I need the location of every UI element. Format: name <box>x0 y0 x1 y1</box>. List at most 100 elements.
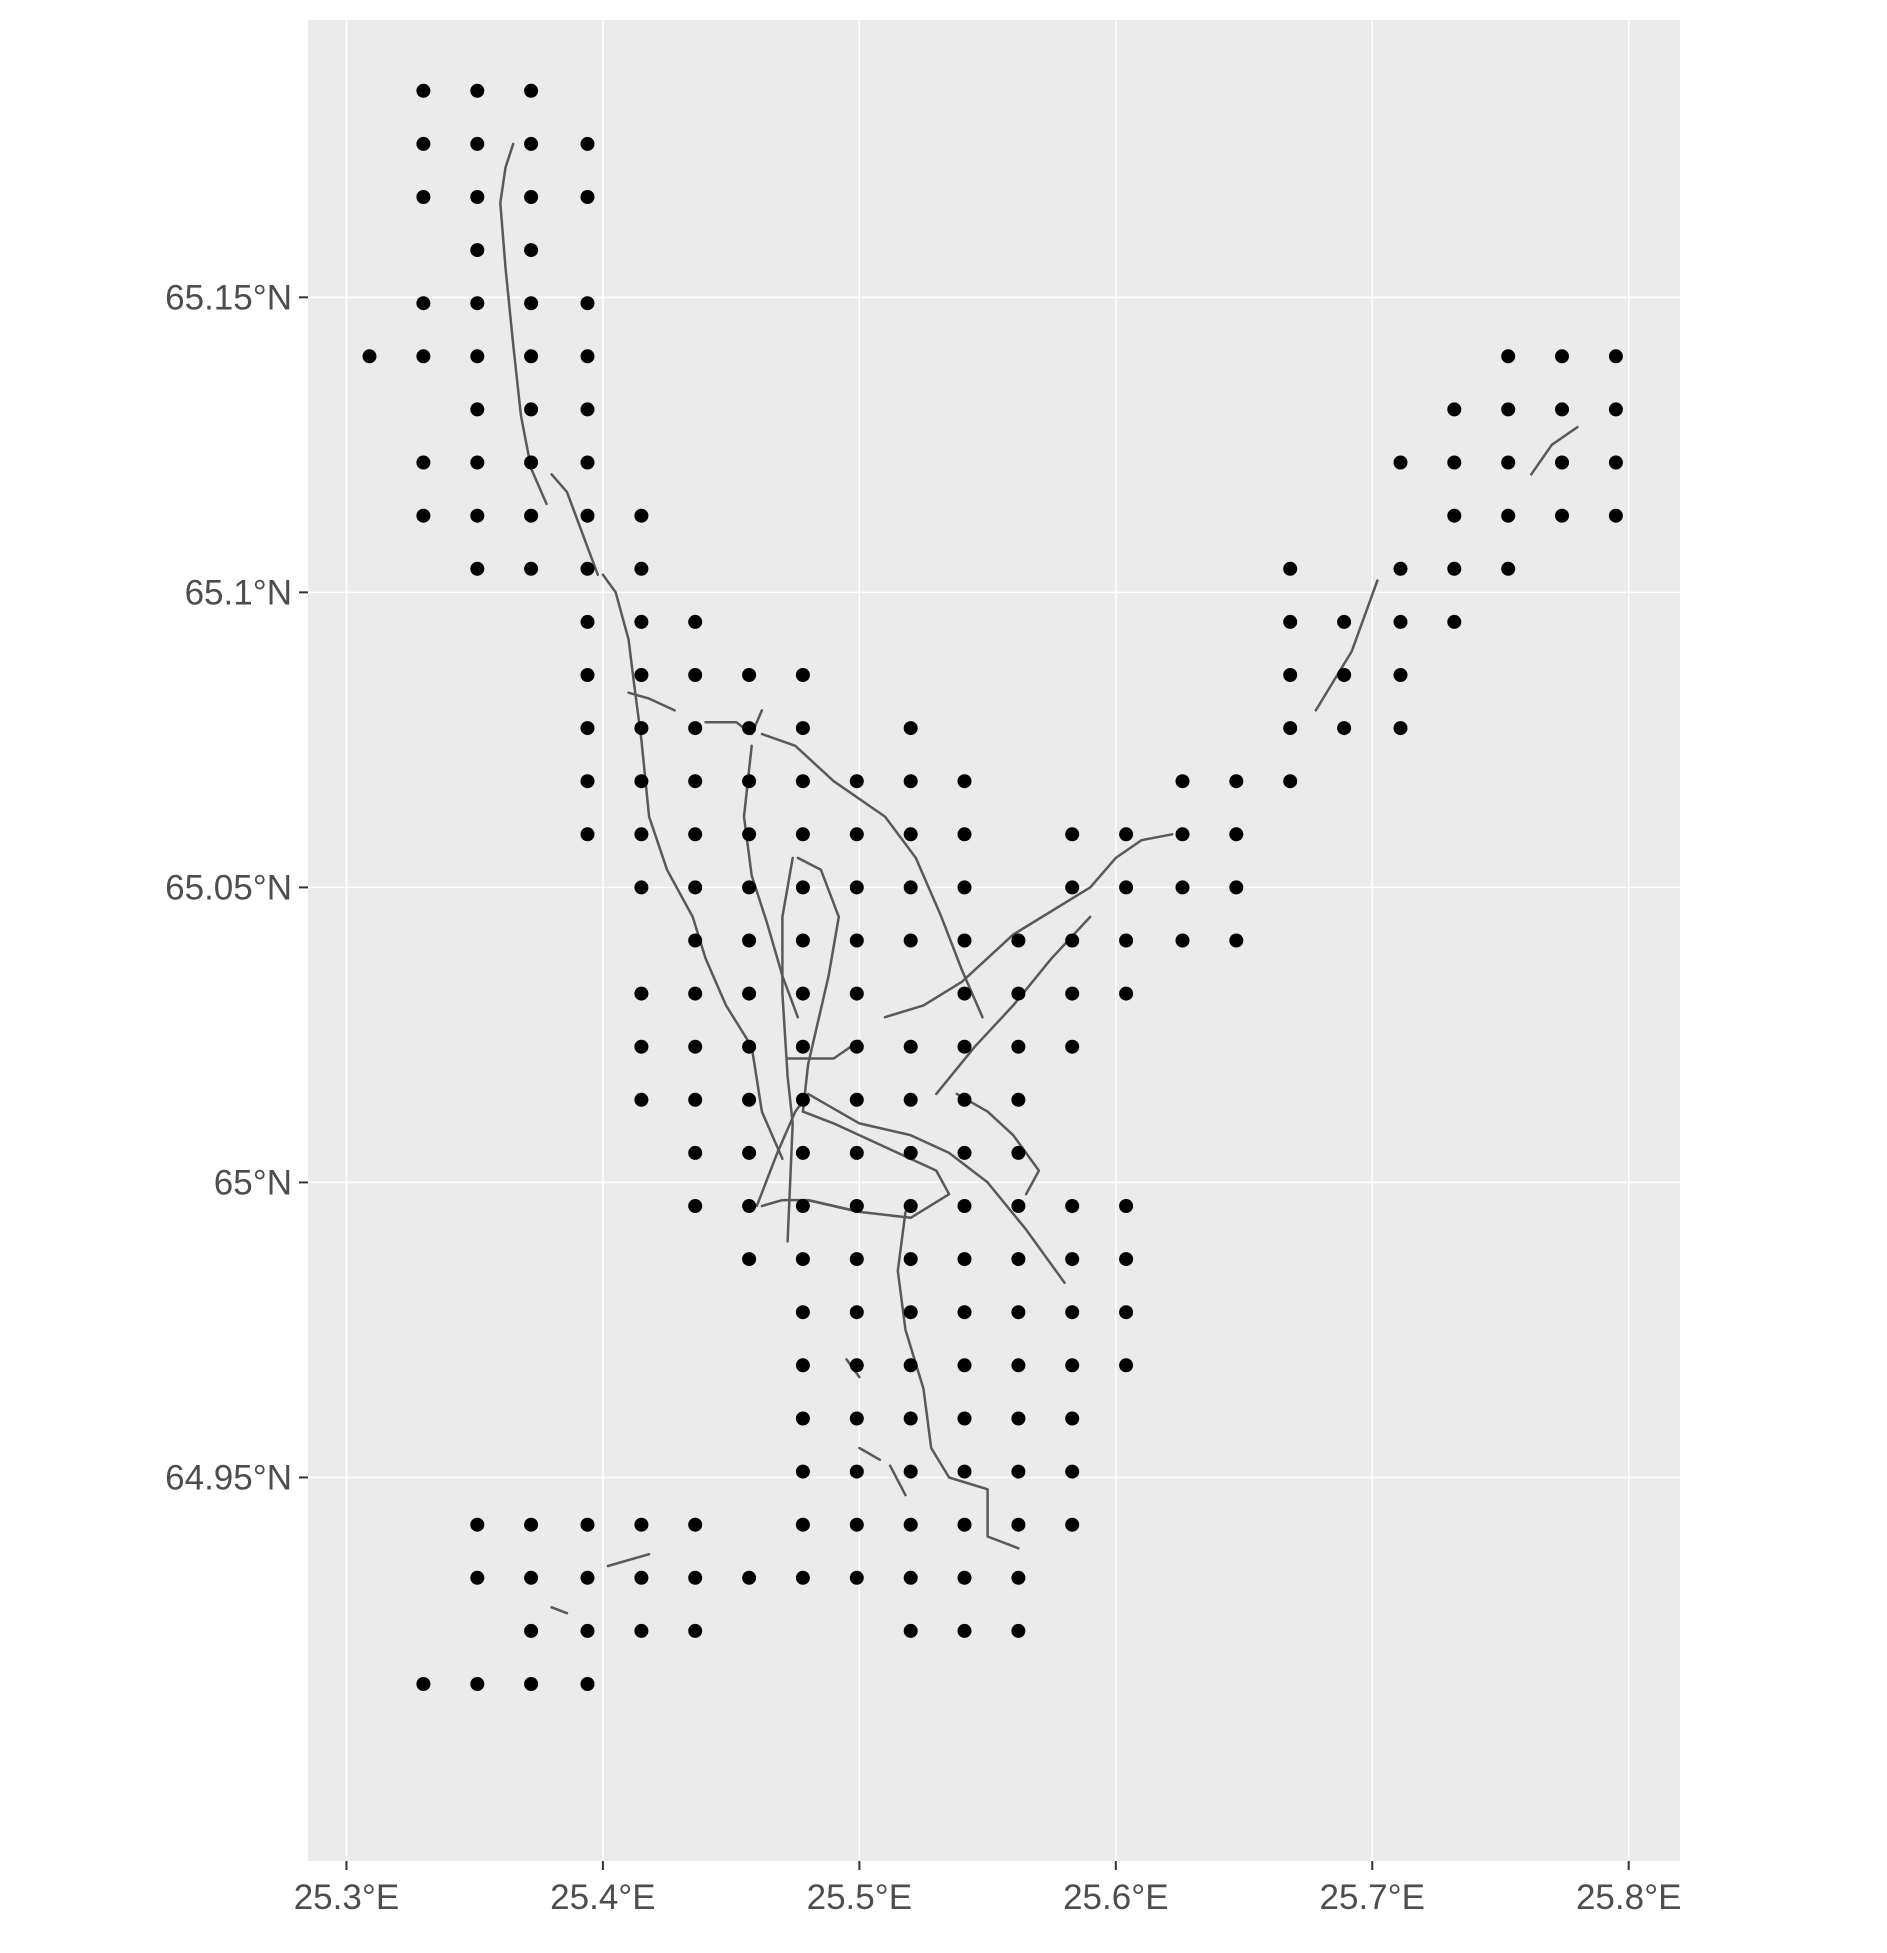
road-line <box>760 732 984 1019</box>
road-line <box>550 473 600 576</box>
data-point <box>849 880 864 895</box>
data-point <box>1283 721 1298 736</box>
data-point <box>524 190 539 204</box>
data-point <box>580 455 595 470</box>
data-point <box>903 1092 918 1107</box>
road-line <box>1530 425 1579 476</box>
data-point <box>957 774 972 789</box>
data-point <box>688 1517 703 1532</box>
data-point <box>795 933 810 948</box>
data-point <box>795 827 810 842</box>
data-point <box>688 1623 703 1638</box>
data-point <box>795 986 810 1001</box>
data-point <box>524 296 539 311</box>
data-point <box>1337 721 1352 736</box>
data-point <box>795 774 810 789</box>
data-point <box>416 83 431 98</box>
data-point <box>580 1517 595 1532</box>
road-line <box>955 1092 1041 1196</box>
data-point <box>634 508 649 523</box>
data-point <box>795 1464 810 1479</box>
x-tick-label: 25.4°E <box>550 1878 655 1917</box>
y-axis: 65.15°N 65.1°N 65.05°N 65°N 64.95°N <box>165 278 308 1497</box>
data-point <box>1501 561 1516 576</box>
data-point <box>1119 986 1134 1001</box>
data-point <box>688 1145 703 1160</box>
data-point <box>1393 561 1408 576</box>
road-line <box>627 691 676 712</box>
data-point <box>957 1570 972 1585</box>
data-point <box>795 1039 810 1054</box>
data-point <box>634 827 649 842</box>
data-point <box>1555 508 1569 523</box>
data-point <box>416 296 431 311</box>
data-point <box>1393 721 1408 736</box>
data-point <box>957 1411 972 1426</box>
data-point <box>1175 774 1190 789</box>
data-point <box>957 880 972 895</box>
y-tick-label: 64.95°N <box>165 1458 292 1497</box>
data-point <box>1065 1411 1080 1426</box>
road-line <box>935 915 1092 1096</box>
data-point <box>580 721 595 736</box>
data-point <box>1011 1358 1026 1373</box>
x-tick-label: 25.5°E <box>807 1878 912 1917</box>
data-point <box>1011 1517 1026 1532</box>
data-point <box>742 933 757 948</box>
data-point <box>742 880 757 895</box>
data-point <box>1119 880 1134 895</box>
data-point <box>1447 614 1462 629</box>
data-point <box>688 721 703 736</box>
data-point <box>742 1039 757 1054</box>
x-axis: 25.3°E 25.4°E 25.5°E 25.6°E 25.7°E 25.8°E <box>294 1861 1681 1917</box>
data-point <box>957 986 972 1001</box>
data-point <box>634 774 649 789</box>
data-point <box>742 774 757 789</box>
data-point <box>634 1570 649 1585</box>
data-point <box>1608 349 1623 364</box>
data-point <box>1119 1199 1134 1213</box>
data-point <box>903 1464 918 1479</box>
data-point <box>580 614 595 629</box>
data-point <box>470 83 485 98</box>
data-point <box>1229 933 1244 948</box>
data-point <box>1501 455 1516 470</box>
data-point <box>742 1570 757 1585</box>
data-point <box>903 880 918 895</box>
data-point <box>1229 827 1244 842</box>
data-point <box>1501 402 1516 417</box>
data-point <box>957 1039 972 1054</box>
data-point <box>688 986 703 1001</box>
data-point <box>1065 1464 1080 1479</box>
y-tick-label: 65.1°N <box>185 573 292 612</box>
data-point <box>849 986 864 1001</box>
x-tick-label: 25.8°E <box>1576 1878 1681 1917</box>
road-line <box>888 1464 907 1497</box>
data-point <box>416 349 431 364</box>
data-point <box>849 1252 864 1267</box>
data-point <box>742 1199 757 1213</box>
data-point <box>1065 827 1080 842</box>
data-point <box>634 561 649 576</box>
data-point <box>634 668 649 682</box>
data-point <box>795 1517 810 1532</box>
data-point <box>524 508 539 523</box>
data-point <box>1608 508 1623 523</box>
road-line <box>760 1198 861 1214</box>
data-point <box>1011 1464 1026 1479</box>
data-point <box>795 1570 810 1585</box>
data-point <box>1608 402 1623 417</box>
data-point <box>795 1092 810 1107</box>
data-point <box>1011 1199 1026 1213</box>
data-point <box>1065 1358 1080 1373</box>
data-point <box>903 1411 918 1426</box>
data-point <box>795 1252 810 1267</box>
data-point <box>957 1358 972 1373</box>
data-point <box>1119 933 1134 948</box>
data-point <box>1011 1570 1026 1585</box>
data-point <box>795 1305 810 1320</box>
data-point <box>742 1092 757 1107</box>
data-point <box>524 561 539 576</box>
data-point <box>524 349 539 364</box>
data-point <box>1555 455 1569 470</box>
